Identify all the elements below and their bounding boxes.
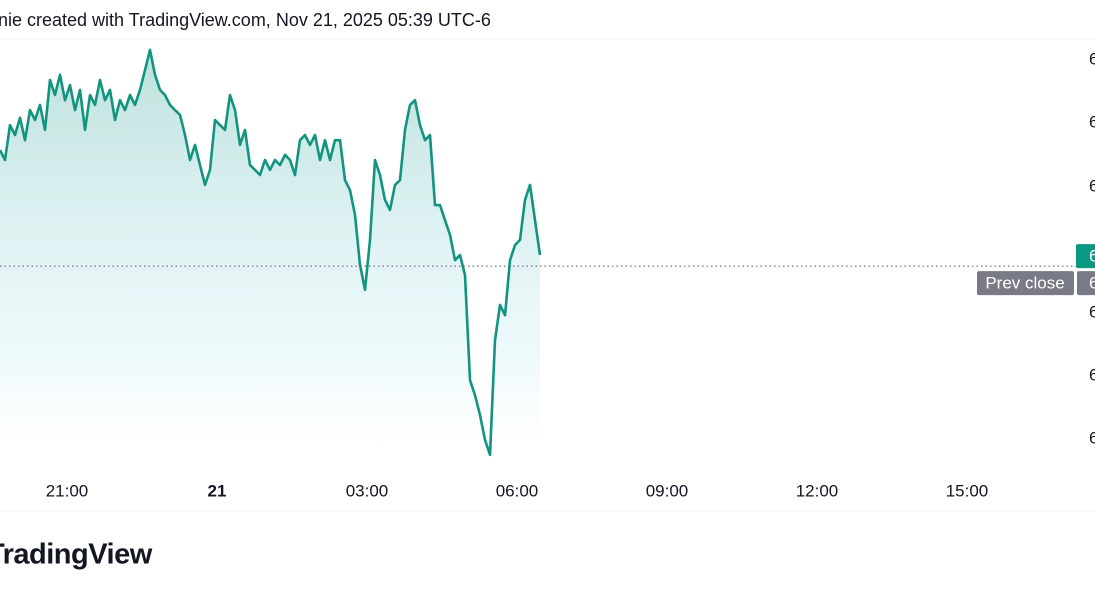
x-tick-label: 21	[208, 481, 227, 500]
prev-close-price-tag	[1077, 271, 1095, 296]
x-tick-label: 15:00	[946, 481, 989, 500]
y-tick-label: 6	[1089, 177, 1095, 196]
prev-close-label: Prev close	[985, 274, 1064, 293]
last-price: 6	[1089, 247, 1095, 266]
x-tick-label: 12:00	[796, 481, 839, 500]
y-tick-label: 6	[1089, 50, 1095, 69]
header: nie created with TradingView.com, Nov 21…	[0, 10, 491, 30]
x-tick-label: 09:00	[646, 481, 689, 500]
x-tick-label: 06:00	[496, 481, 539, 500]
x-tick-label: 21:00	[46, 481, 89, 500]
logo: TradingView	[0, 539, 153, 571]
last-price-tag	[1076, 244, 1095, 269]
x-tick-label: 03:00	[346, 481, 389, 500]
y-tick-label: 6	[1089, 112, 1095, 131]
y-tick-label: 6	[1089, 303, 1095, 322]
area-fill	[0, 49, 540, 471]
prev-close-tag	[977, 271, 1074, 296]
y-tick-label: 6	[1089, 429, 1095, 448]
y-tick-label: 6	[1089, 365, 1095, 384]
prev-close-price: 6	[1089, 274, 1095, 293]
price-line	[0, 48, 542, 457]
